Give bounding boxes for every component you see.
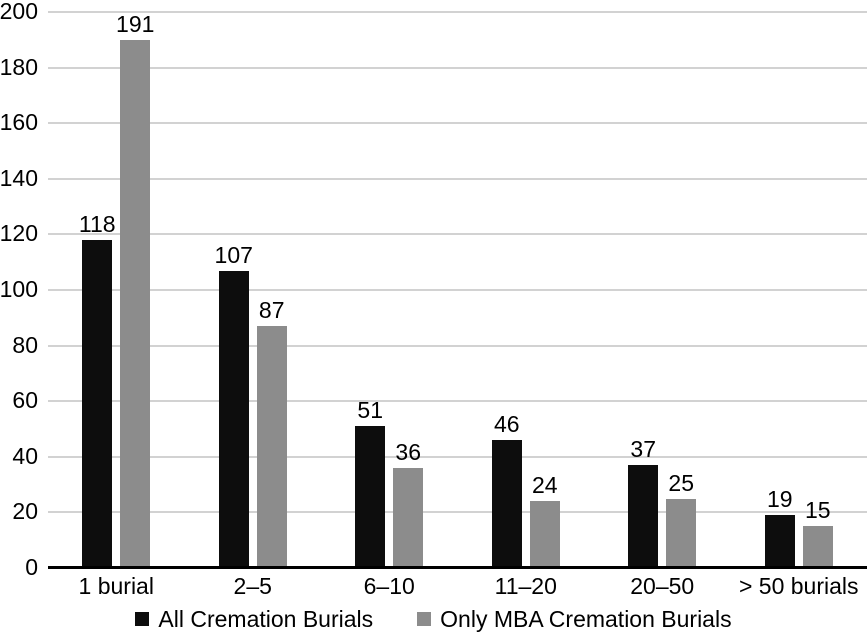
legend-item-only-mba-cremation-burials: Only MBA Cremation Burials [417, 606, 732, 632]
bar-group: 118 191 [48, 12, 184, 568]
legend-label: All Cremation Burials [158, 606, 374, 632]
x-category-label: > 50 burials [738, 573, 859, 599]
bar-value-label: 24 [531, 472, 558, 499]
legend-label: Only MBA Cremation Burials [440, 606, 732, 632]
y-tick-label: 100 [0, 276, 38, 302]
bar-value-label: 36 [395, 438, 422, 465]
bar-value-label: 19 [766, 486, 793, 513]
bar [628, 465, 659, 568]
plot-area: 118 191 107 87 51 36 46 24 37 25 19 15 [48, 11, 867, 569]
legend-swatch-gray [417, 612, 432, 626]
bar [256, 326, 287, 568]
bar-value-label: 107 [214, 241, 253, 268]
x-category-label: 11–20 [494, 573, 557, 599]
bar-value-label: 51 [357, 397, 384, 424]
bar-value-label: 46 [493, 411, 520, 438]
x-axis-line [48, 566, 867, 569]
x-category-label: 1 burial [78, 573, 154, 599]
gridline [48, 400, 867, 403]
y-tick-label: 200 [0, 0, 38, 24]
bar-group: 51 36 [321, 12, 457, 568]
gridline [48, 455, 867, 458]
gridline [48, 233, 867, 236]
bar-value-label: 118 [78, 210, 116, 237]
gridline [48, 344, 867, 347]
legend-swatch-black [135, 612, 150, 626]
x-category-label: 6–10 [363, 573, 415, 599]
y-tick-label: 40 [12, 442, 38, 469]
gridline [48, 122, 867, 125]
bar [393, 467, 424, 568]
bar [666, 498, 697, 568]
gridline [48, 66, 867, 69]
bar-value-label: 87 [258, 297, 285, 324]
y-tick-label: 180 [0, 53, 38, 80]
chart-legend: All Cremation Burials Only MBA Cremation… [0, 606, 867, 632]
x-category-label: 20–50 [630, 573, 695, 599]
y-tick-label: 60 [12, 387, 38, 414]
bar-group: 37 25 [594, 12, 730, 568]
bar-value-label: 191 [116, 11, 155, 37]
bar-value-label: 15 [804, 497, 831, 524]
bar [82, 239, 113, 568]
y-tick-label: 80 [12, 331, 38, 358]
y-axis: 0 20 40 60 80 100 120 140 160 180 200 [0, 0, 40, 579]
bar-group: 19 15 [731, 12, 867, 568]
bar [120, 40, 151, 568]
bar [802, 526, 833, 568]
gridline [48, 177, 867, 180]
x-axis: 1 burial 2–5 6–10 11–20 20–50 > 50 burials [48, 574, 867, 602]
bar-value-label: 25 [668, 469, 695, 496]
bar [355, 426, 386, 568]
bar-value-label: 37 [630, 436, 657, 463]
bar [218, 270, 249, 568]
y-tick-label: 0 [25, 554, 38, 580]
y-tick-label: 20 [12, 498, 38, 525]
bar [529, 501, 560, 568]
y-tick-label: 120 [0, 220, 38, 247]
gridline [48, 289, 867, 291]
bar [764, 515, 795, 568]
x-category-label: 2–5 [233, 573, 272, 599]
y-tick-label: 160 [0, 109, 38, 136]
legend-item-all-cremation-burials: All Cremation Burials [135, 606, 373, 632]
gridline [48, 511, 867, 514]
bar [491, 440, 522, 568]
bar-group: 46 24 [458, 12, 594, 568]
y-tick-label: 140 [0, 164, 38, 191]
bar-group: 107 87 [184, 12, 320, 568]
gridline [48, 11, 867, 13]
